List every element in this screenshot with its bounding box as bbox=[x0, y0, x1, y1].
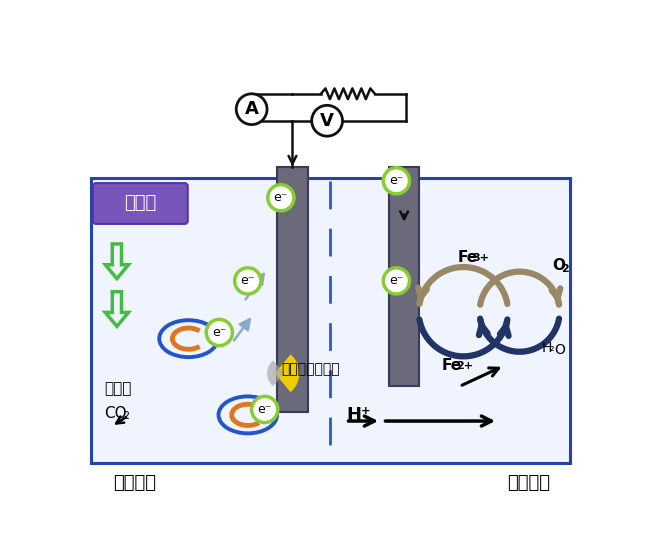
Text: e⁻: e⁻ bbox=[389, 174, 404, 187]
Wedge shape bbox=[244, 267, 259, 290]
Text: A: A bbox=[244, 100, 259, 118]
Circle shape bbox=[312, 105, 342, 136]
Circle shape bbox=[268, 185, 294, 211]
Text: 微生物: 微生物 bbox=[104, 381, 131, 396]
Text: CO: CO bbox=[104, 406, 126, 421]
Text: e⁻: e⁻ bbox=[241, 275, 255, 287]
Wedge shape bbox=[267, 360, 284, 386]
Text: e⁻: e⁻ bbox=[257, 403, 272, 416]
Wedge shape bbox=[239, 270, 250, 287]
Text: H⁺: H⁺ bbox=[346, 406, 371, 424]
Text: e⁻: e⁻ bbox=[273, 191, 288, 204]
Text: ₂: ₂ bbox=[550, 343, 554, 353]
FancyBboxPatch shape bbox=[93, 183, 188, 224]
Text: e⁻: e⁻ bbox=[389, 275, 404, 287]
Circle shape bbox=[252, 397, 278, 423]
Bar bbox=[92, 178, 570, 463]
Text: メディエーター: メディエーター bbox=[281, 363, 339, 377]
Text: H: H bbox=[542, 341, 552, 355]
Text: Fe: Fe bbox=[442, 358, 462, 373]
Text: 3+: 3+ bbox=[472, 253, 489, 263]
Text: 2+: 2+ bbox=[457, 360, 473, 370]
Circle shape bbox=[236, 94, 267, 125]
Text: O: O bbox=[552, 258, 565, 273]
Text: O: O bbox=[554, 343, 565, 357]
Text: 2: 2 bbox=[123, 411, 130, 421]
Text: カソード: カソード bbox=[508, 473, 550, 492]
Text: Fe: Fe bbox=[457, 250, 477, 265]
Text: アノード: アノード bbox=[113, 473, 156, 492]
Circle shape bbox=[383, 268, 410, 294]
Bar bbox=[277, 167, 308, 412]
Circle shape bbox=[235, 268, 261, 294]
Text: 有機物: 有機物 bbox=[124, 194, 156, 212]
Text: V: V bbox=[320, 112, 334, 130]
Bar bbox=[389, 167, 419, 387]
Circle shape bbox=[206, 319, 232, 345]
Text: e⁻: e⁻ bbox=[212, 326, 226, 339]
Wedge shape bbox=[275, 354, 299, 392]
Text: 2: 2 bbox=[561, 263, 569, 273]
Circle shape bbox=[383, 168, 410, 194]
